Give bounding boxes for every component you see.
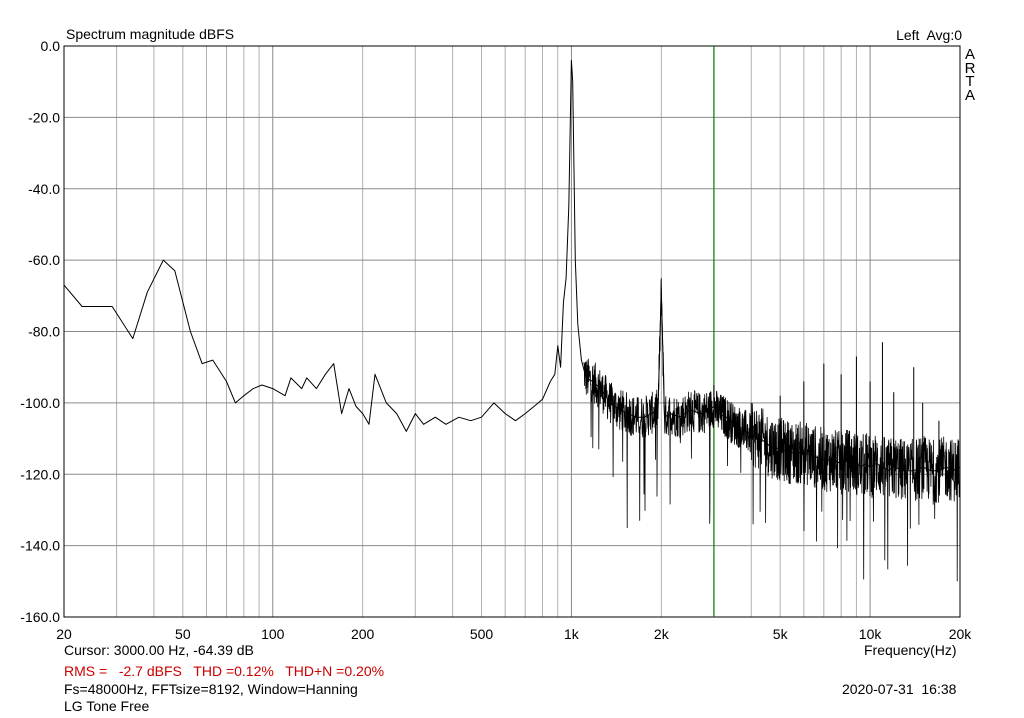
arta-brand: A R T A xyxy=(963,46,977,104)
y-tick-label: -140.0 xyxy=(20,538,60,554)
y-tick-label: -120.0 xyxy=(20,466,60,482)
brand-letter: A xyxy=(964,46,975,63)
x-tick-label: 20k xyxy=(949,626,973,642)
y-tick-label: -100.0 xyxy=(20,395,60,411)
y-tick-label: -80.0 xyxy=(28,324,60,340)
channel-average-label: Left Avg:0 xyxy=(896,27,962,43)
device-name: LG Tone Free xyxy=(64,698,150,714)
x-axis-label: Frequency(Hz) xyxy=(864,642,957,658)
plot-frame xyxy=(63,45,961,618)
datetime-stamp: 2020-07-31 16:38 xyxy=(842,681,957,697)
stats-readout: RMS = -2.7 dBFS THD =0.12% THD+N =0.20% xyxy=(64,663,385,679)
x-tick-label: 5k xyxy=(773,626,789,642)
x-tick-label: 100 xyxy=(261,626,285,642)
chart-title: Spectrum magnitude dBFS xyxy=(66,26,235,42)
brand-letter: R xyxy=(964,59,976,77)
channel-label: Left xyxy=(896,27,920,43)
x-tick-label: 20 xyxy=(56,626,72,642)
y-tick-label: -40.0 xyxy=(28,181,60,197)
fft-info: Fs=48000Hz, FFTsize=8192, Window=Hanning xyxy=(64,681,358,697)
y-tick-label: -20.0 xyxy=(28,109,60,125)
spectrum-noise-floor xyxy=(583,278,961,582)
x-tick-label: 200 xyxy=(351,626,375,642)
y-tick-label: 0.0 xyxy=(41,38,61,54)
x-tick-label: 1k xyxy=(564,626,580,642)
cursor-readout: Cursor: 3000.00 Hz, -64.39 dB xyxy=(64,642,254,658)
x-tick-label: 2k xyxy=(654,626,670,642)
brand-letter: T xyxy=(965,73,975,90)
y-tick-label: -60.0 xyxy=(28,252,60,268)
brand-letter: A xyxy=(964,86,975,104)
x-tick-label: 10k xyxy=(859,626,883,642)
average-label: Avg:0 xyxy=(926,27,962,43)
x-tick-label: 500 xyxy=(470,626,494,642)
y-tick-label: -160.0 xyxy=(20,609,60,625)
x-tick-label: 50 xyxy=(175,626,191,642)
